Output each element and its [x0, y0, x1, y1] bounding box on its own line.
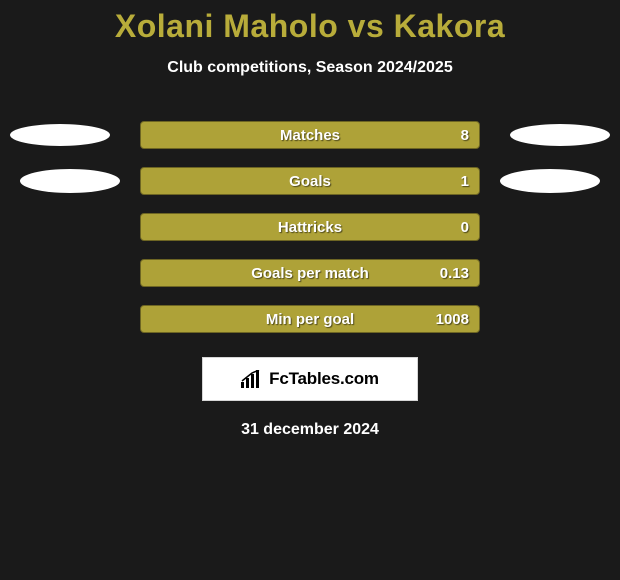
stat-value: 0 — [461, 214, 469, 242]
subtitle: Club competitions, Season 2024/2025 — [0, 59, 620, 77]
comparison-card: Xolani Maholo vs Kakora Club competition… — [0, 0, 620, 580]
stat-row-hattricks: Hattricks 0 — [0, 213, 620, 241]
stat-label: Goals — [141, 168, 479, 196]
stat-value: 1008 — [436, 306, 469, 334]
stat-row-matches: Matches 8 — [0, 121, 620, 149]
page-title: Xolani Maholo vs Kakora — [0, 0, 620, 45]
stat-bar: Matches 8 — [140, 121, 480, 149]
stat-bar: Goals per match 0.13 — [140, 259, 480, 287]
player1-goals-ellipse — [20, 169, 120, 193]
stat-value: 8 — [461, 122, 469, 150]
stat-row-goals-per-match: Goals per match 0.13 — [0, 259, 620, 287]
player1-matches-ellipse — [10, 124, 110, 146]
player2-goals-ellipse — [500, 169, 600, 193]
brand-badge: FcTables.com — [202, 357, 418, 401]
stat-bar: Hattricks 0 — [140, 213, 480, 241]
stats-list: Matches 8 Goals 1 Hattricks 0 Goals per … — [0, 121, 620, 333]
stat-value: 1 — [461, 168, 469, 196]
stat-value: 0.13 — [440, 260, 469, 288]
stat-label: Min per goal — [141, 306, 479, 334]
stat-bar: Goals 1 — [140, 167, 480, 195]
stat-bar: Min per goal 1008 — [140, 305, 480, 333]
stat-row-min-per-goal: Min per goal 1008 — [0, 305, 620, 333]
stat-label: Goals per match — [141, 260, 479, 288]
player2-matches-ellipse — [510, 124, 610, 146]
bar-chart-icon — [241, 370, 263, 388]
brand-text: FcTables.com — [269, 369, 379, 389]
stat-label: Hattricks — [141, 214, 479, 242]
date-text: 31 december 2024 — [0, 421, 620, 439]
stat-row-goals: Goals 1 — [0, 167, 620, 195]
stat-label: Matches — [141, 122, 479, 150]
